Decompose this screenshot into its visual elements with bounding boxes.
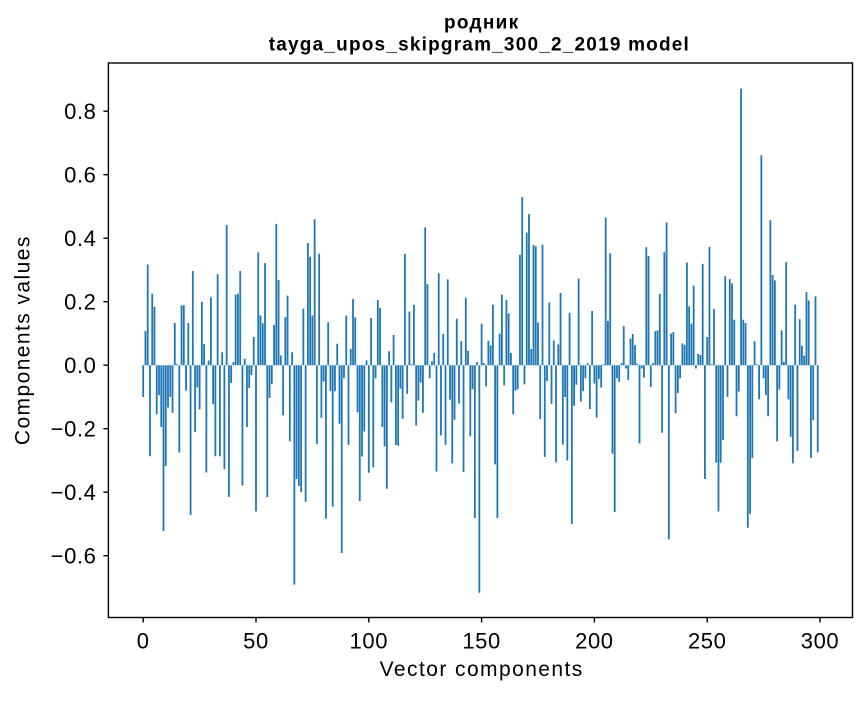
svg-text:tayga_upos_skipgram_300_2_2019: tayga_upos_skipgram_300_2_2019 model [269,34,690,55]
svg-text:−0.2: −0.2 [51,417,97,442]
svg-text:300: 300 [801,629,840,654]
svg-text:Components values: Components values [12,235,35,445]
svg-text:0.8: 0.8 [64,99,96,124]
svg-text:0.0: 0.0 [64,353,96,378]
svg-text:−0.6: −0.6 [51,544,97,569]
svg-text:100: 100 [350,629,389,654]
svg-text:−0.4: −0.4 [51,480,97,505]
svg-text:250: 250 [688,629,727,654]
svg-text:0.4: 0.4 [64,226,96,251]
svg-text:0.2: 0.2 [64,290,96,315]
svg-text:150: 150 [462,629,501,654]
svg-text:0: 0 [137,629,150,654]
svg-text:Vector components: Vector components [380,658,584,681]
svg-text:0.6: 0.6 [64,163,96,188]
svg-text:200: 200 [575,629,614,654]
svg-text:50: 50 [243,629,269,654]
svg-text:родник: родник [444,13,520,34]
